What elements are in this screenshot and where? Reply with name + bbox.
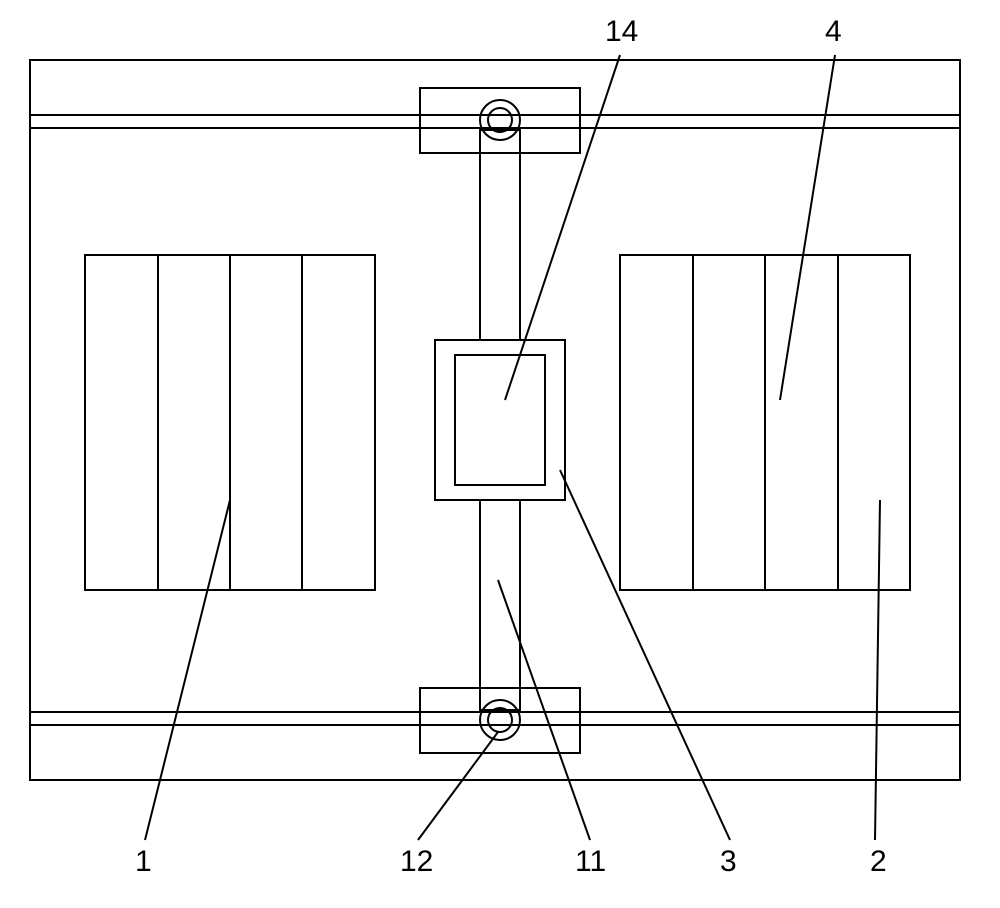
center-inner-box	[455, 355, 545, 485]
label-12: 12	[400, 845, 433, 879]
label-11: 11	[575, 845, 606, 879]
leader-14	[505, 55, 620, 400]
diagram-container: 14 4 1 12 11 3 2	[0, 0, 1000, 903]
bottom-pivot-outer	[480, 700, 520, 740]
leader-4	[780, 55, 835, 400]
label-14: 14	[605, 15, 638, 49]
top-pivot-outer	[480, 100, 520, 140]
label-3: 3	[720, 845, 737, 879]
label-1: 1	[135, 845, 152, 879]
label-2: 2	[870, 845, 887, 879]
top-bracket	[420, 88, 580, 153]
leader-12	[418, 732, 498, 840]
outer-frame	[30, 60, 960, 780]
label-4: 4	[825, 15, 842, 49]
leader-3	[560, 470, 730, 840]
diagram-svg	[0, 0, 1000, 903]
upper-link	[480, 130, 520, 340]
lower-link	[480, 500, 520, 710]
leader-2	[875, 500, 880, 840]
